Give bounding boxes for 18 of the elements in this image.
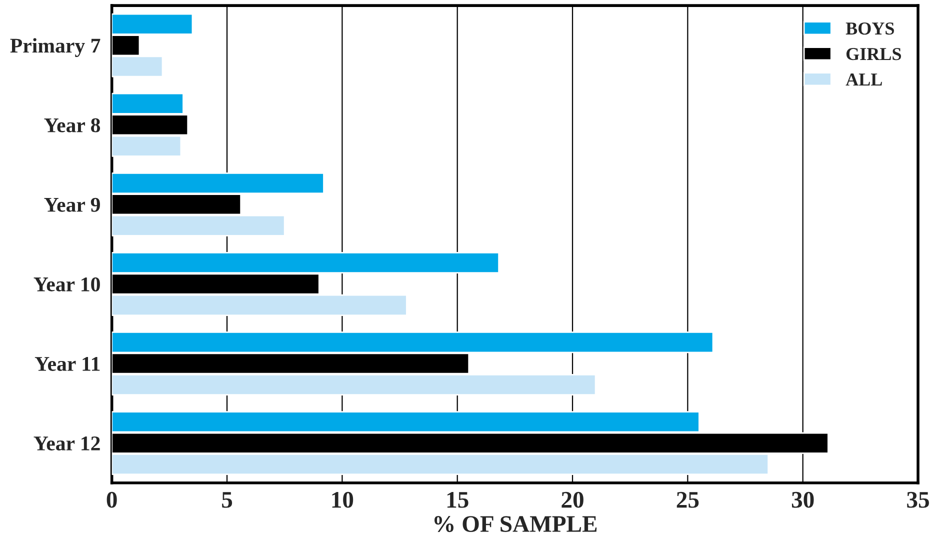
y-tick-label: Year 12 — [34, 436, 100, 451]
y-tick-label: Year 8 — [44, 118, 100, 132]
x-axis-title: % OF SAMPLE — [434, 516, 597, 532]
legend-label: ALL — [846, 74, 882, 86]
y-tick-label: Primary 7 — [10, 38, 100, 58]
legend-label: GIRLS — [846, 48, 902, 60]
x-tick-label: 20 — [562, 492, 584, 508]
legend-label: BOYS — [846, 22, 894, 35]
y-tick-label: Year 11 — [34, 357, 100, 371]
x-tick-label: 5 — [222, 492, 232, 508]
x-tick-label: 15 — [447, 492, 468, 508]
x-tick-label: 0 — [106, 492, 117, 508]
x-tick-label: 10 — [332, 492, 354, 508]
x-tick-label: 35 — [907, 492, 929, 508]
y-tick-label: Year 10 — [34, 277, 100, 292]
y-tick-label: Year 9 — [44, 198, 100, 212]
x-tick-label: 25 — [676, 492, 699, 508]
x-tick-label: 30 — [792, 492, 814, 508]
